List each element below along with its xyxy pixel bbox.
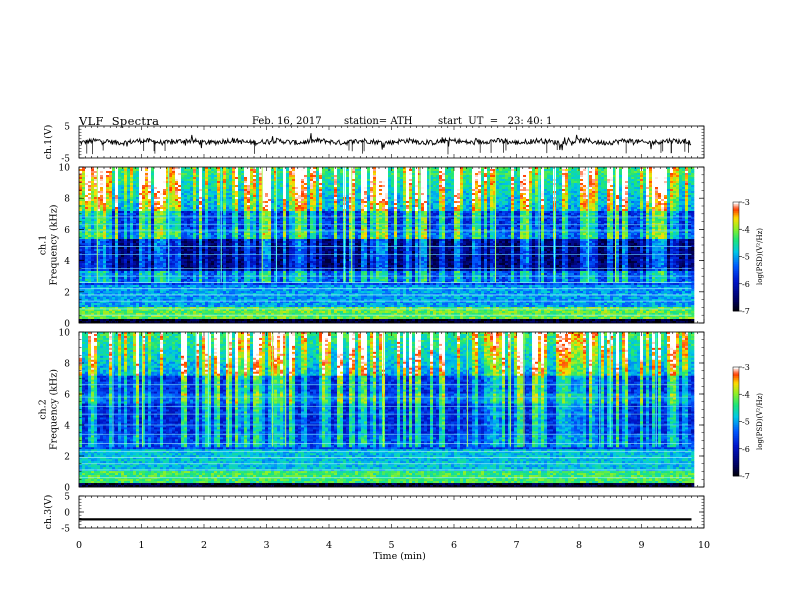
- y-tick-label: 0: [64, 509, 70, 519]
- y-tick-label: 5: [64, 493, 70, 503]
- y-tick-label: 8: [64, 360, 70, 370]
- x-tick-label: 10: [698, 540, 710, 551]
- y-tick-label: 4: [64, 257, 70, 267]
- colorbar-tick-label: -5: [742, 253, 750, 262]
- vlf-figure: 5-5ch.1(V)0246810ch.1 Frequency (kHz)0246…: [0, 0, 792, 612]
- y-tick-label: 4: [64, 422, 70, 432]
- y-axis-label: ch.2: [38, 399, 49, 420]
- ch2-colorbar: -3 -4 -5 -6 -7 log(PSD)(V²/Hz): [733, 363, 764, 481]
- x-axis-label: Time (min): [373, 551, 426, 562]
- ch3-waveform-axes: 5 0 -5 ch.3(V): [43, 493, 704, 535]
- colorbar-tick-label: -7: [742, 472, 750, 481]
- plot-frame: [79, 496, 704, 528]
- y-tick-label: 2: [64, 453, 70, 463]
- x-tick-label: 6: [451, 540, 457, 551]
- y-axis-label: ch.1: [38, 235, 49, 256]
- colorbar-tick-label: -6: [742, 280, 750, 289]
- colorbar-tick-label: -7: [742, 307, 750, 316]
- ch1-spectrogram-panel: [79, 167, 694, 323]
- x-tick-label: 2: [201, 540, 207, 551]
- y-axis-label: Frequency (kHz): [49, 369, 60, 450]
- ch2-spectrogram-panel: [79, 332, 694, 487]
- colorbar-label: log(PSD)(V²/Hz): [756, 393, 764, 450]
- x-tick-label: 1: [138, 540, 144, 551]
- y-tick-label: 6: [64, 391, 70, 401]
- y-tick-label: 6: [64, 226, 70, 236]
- colorbar-tick-label: -3: [742, 363, 750, 372]
- ch1-colorbar: -3 -4 -5 -6 -7 log(PSD)(V²/Hz): [733, 198, 764, 316]
- colorbar-tick-label: -3: [742, 198, 750, 207]
- colorbar-tick-label: -4: [742, 225, 750, 234]
- ch3-waveform-panel-trace: [79, 518, 692, 520]
- x-tick-label: 8: [576, 540, 582, 551]
- x-tick-label: 7: [513, 540, 519, 551]
- y-tick-label: 2: [64, 288, 70, 298]
- ch1-waveform-panel: [79, 133, 691, 154]
- colorbar-tick-label: -4: [742, 390, 750, 399]
- x-tick-label: 9: [638, 540, 644, 551]
- x-tick-label: 3: [263, 540, 269, 551]
- ch1-waveform-axes: 5-5ch.1(V): [43, 123, 704, 165]
- colorbar-label: log(PSD)(V²/Hz): [756, 228, 764, 285]
- y-tick-label: 8: [64, 195, 70, 205]
- y-tick-label: 10: [59, 329, 71, 339]
- time-axis: 0 1 2 3 4 5 6 7 8 9 10 Time (min): [76, 540, 710, 562]
- x-tick-label: 0: [76, 540, 82, 551]
- y-axis-label: Frequency (kHz): [49, 205, 60, 286]
- x-tick-label: 5: [388, 540, 394, 551]
- y-tick-label: 5: [64, 123, 70, 133]
- ch1-waveform-panel-trace: [79, 133, 691, 150]
- y-axis-label: ch.3(V): [43, 495, 54, 530]
- y-tick-label: 10: [59, 164, 71, 174]
- x-tick-label: 4: [326, 540, 332, 551]
- y-axis-label: ch.1(V): [43, 125, 54, 160]
- y-tick-label: -5: [61, 525, 70, 535]
- colorbar-tick-label: -5: [742, 418, 750, 427]
- colorbar-tick-label: -6: [742, 445, 750, 454]
- ch3-waveform-panel: [79, 518, 692, 520]
